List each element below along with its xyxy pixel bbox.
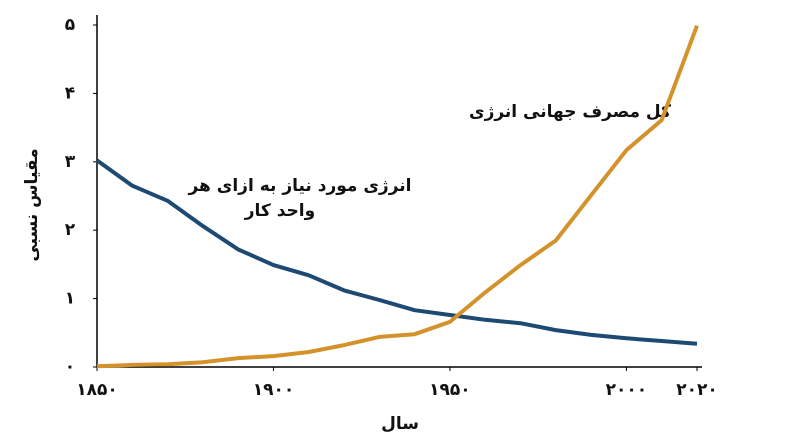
x-tick-label: ۲۰۲۰ [676, 380, 718, 400]
y-tick-label: ۱ [65, 289, 75, 309]
y-tick-label: ۳ [65, 152, 76, 172]
y-tick-label: ۵ [65, 15, 75, 35]
y-tick-label: ۰ [65, 357, 75, 377]
series-line [96, 24, 699, 369]
y-tick-label: ۲ [65, 220, 76, 240]
series-label: واحد کار [244, 201, 315, 221]
series-label: انرژی مورد نیاز به ازای هر [187, 176, 411, 196]
y-tick-label: ۴ [65, 83, 75, 103]
series-label: کل مصرف جهانی انرژی [469, 102, 671, 122]
x-tick-label: ۱۹۰۰ [253, 380, 295, 400]
x-axis-label: سال [381, 414, 419, 434]
x-tick-label: ۱۸۵۰ [76, 380, 118, 400]
x-tick-label: ۱۹۵۰ [429, 380, 471, 400]
y-axis-label: مقیاس نسبی [22, 148, 42, 261]
series-line [95, 158, 698, 346]
x-tick-label: ۲۰۰۰ [606, 380, 648, 400]
